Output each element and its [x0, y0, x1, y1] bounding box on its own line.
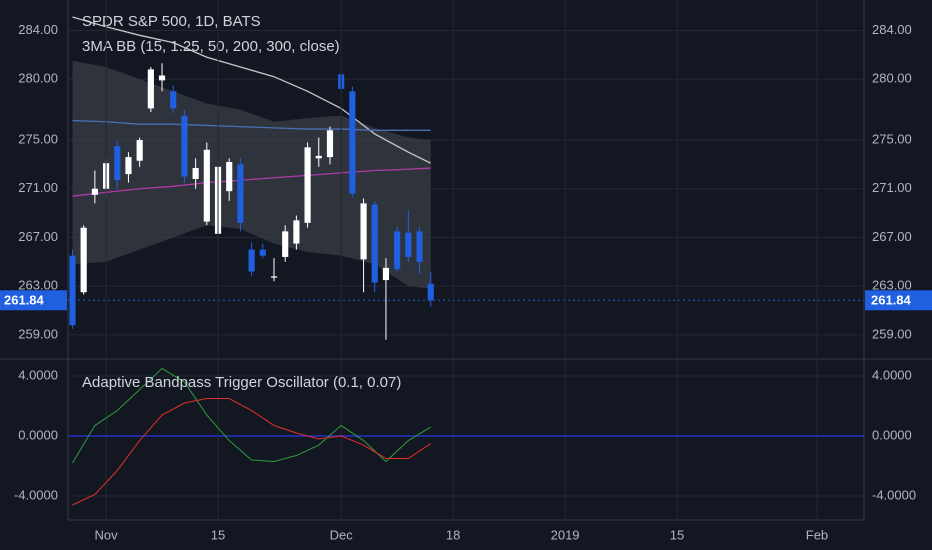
y-tick-label: 267.00: [18, 229, 58, 244]
chart-subtitle: 3MA BB (15, 1.25, 50, 200, 300, close): [82, 38, 340, 55]
y-tick-label: 263.00: [18, 278, 58, 293]
x-tick-label: Nov: [95, 527, 119, 542]
moving-average: [72, 119, 431, 131]
candle-body: [91, 188, 98, 195]
candle-body: [226, 161, 233, 192]
candle-body: [394, 231, 401, 270]
candle-body: [315, 155, 322, 159]
moving-average: [72, 167, 431, 197]
candle-body: [270, 276, 278, 278]
x-tick-label: Feb: [806, 527, 828, 542]
y-tick-label: 275.00: [18, 131, 58, 146]
candle-body: [136, 140, 143, 161]
price-label-box: [865, 290, 932, 311]
y-tick-label: 275.00: [872, 131, 912, 146]
y-tick-label: 267.00: [872, 229, 912, 244]
x-tick-label: 15: [211, 527, 225, 542]
price-label-box: [0, 290, 67, 311]
candle-body: [416, 231, 423, 262]
chart-title: Adaptive Bandpass Trigger Oscillator (0.…: [82, 374, 401, 391]
candle-body: [170, 91, 177, 109]
candle-body: [293, 220, 300, 244]
candle-body: [203, 149, 210, 222]
candle-body: [382, 267, 390, 281]
y-tick-label: 280.00: [18, 71, 58, 86]
oscillator-line: [72, 367, 431, 464]
price-label: 261.84: [871, 293, 912, 308]
candle-body: [349, 91, 356, 194]
y-tick-label: 271.00: [18, 180, 58, 195]
candle-body: [192, 168, 199, 179]
candle-body: [304, 147, 311, 223]
x-tick-label: 15: [670, 527, 684, 542]
candle-body: [326, 130, 334, 158]
x-tick-label: 2019: [551, 527, 580, 542]
candle-body: [360, 203, 367, 260]
price-label: 261.84: [4, 293, 45, 308]
candle-body: [125, 157, 132, 175]
x-tick-label: 18: [446, 527, 460, 542]
y-tick-label: -4.0000: [14, 487, 58, 502]
candle-body: [158, 75, 166, 81]
y-tick-label: 259.00: [872, 326, 912, 341]
candle-body: [114, 146, 121, 181]
candle-body: [427, 283, 434, 301]
candle-body: [259, 249, 266, 256]
y-tick-label: 284.00: [18, 22, 58, 37]
y-tick-label: 0.0000: [872, 427, 912, 442]
x-tick-label: Dec: [330, 527, 354, 542]
candle-body: [80, 227, 87, 293]
y-tick-label: 4.0000: [18, 367, 58, 382]
y-tick-label: -4.0000: [872, 487, 916, 502]
candle-body: [69, 255, 76, 326]
candle-body: [237, 164, 244, 223]
candle-body: [248, 249, 255, 272]
y-tick-label: 4.0000: [872, 367, 912, 382]
chart-title: SPDR S&P 500, 1D, BATS: [82, 13, 261, 30]
candle-body: [405, 232, 412, 257]
y-tick-label: 271.00: [872, 180, 912, 195]
y-tick-label: 263.00: [872, 278, 912, 293]
candle-body: [147, 69, 154, 109]
y-tick-label: 0.0000: [18, 427, 58, 442]
candle-body: [181, 115, 188, 177]
y-tick-label: 280.00: [872, 71, 912, 86]
y-tick-label: 259.00: [18, 326, 58, 341]
y-tick-label: 284.00: [872, 22, 912, 37]
moving-average: [72, 16, 432, 164]
candle-body: [371, 204, 378, 283]
oscillator-line: [72, 398, 432, 506]
candle-body: [282, 231, 289, 257]
